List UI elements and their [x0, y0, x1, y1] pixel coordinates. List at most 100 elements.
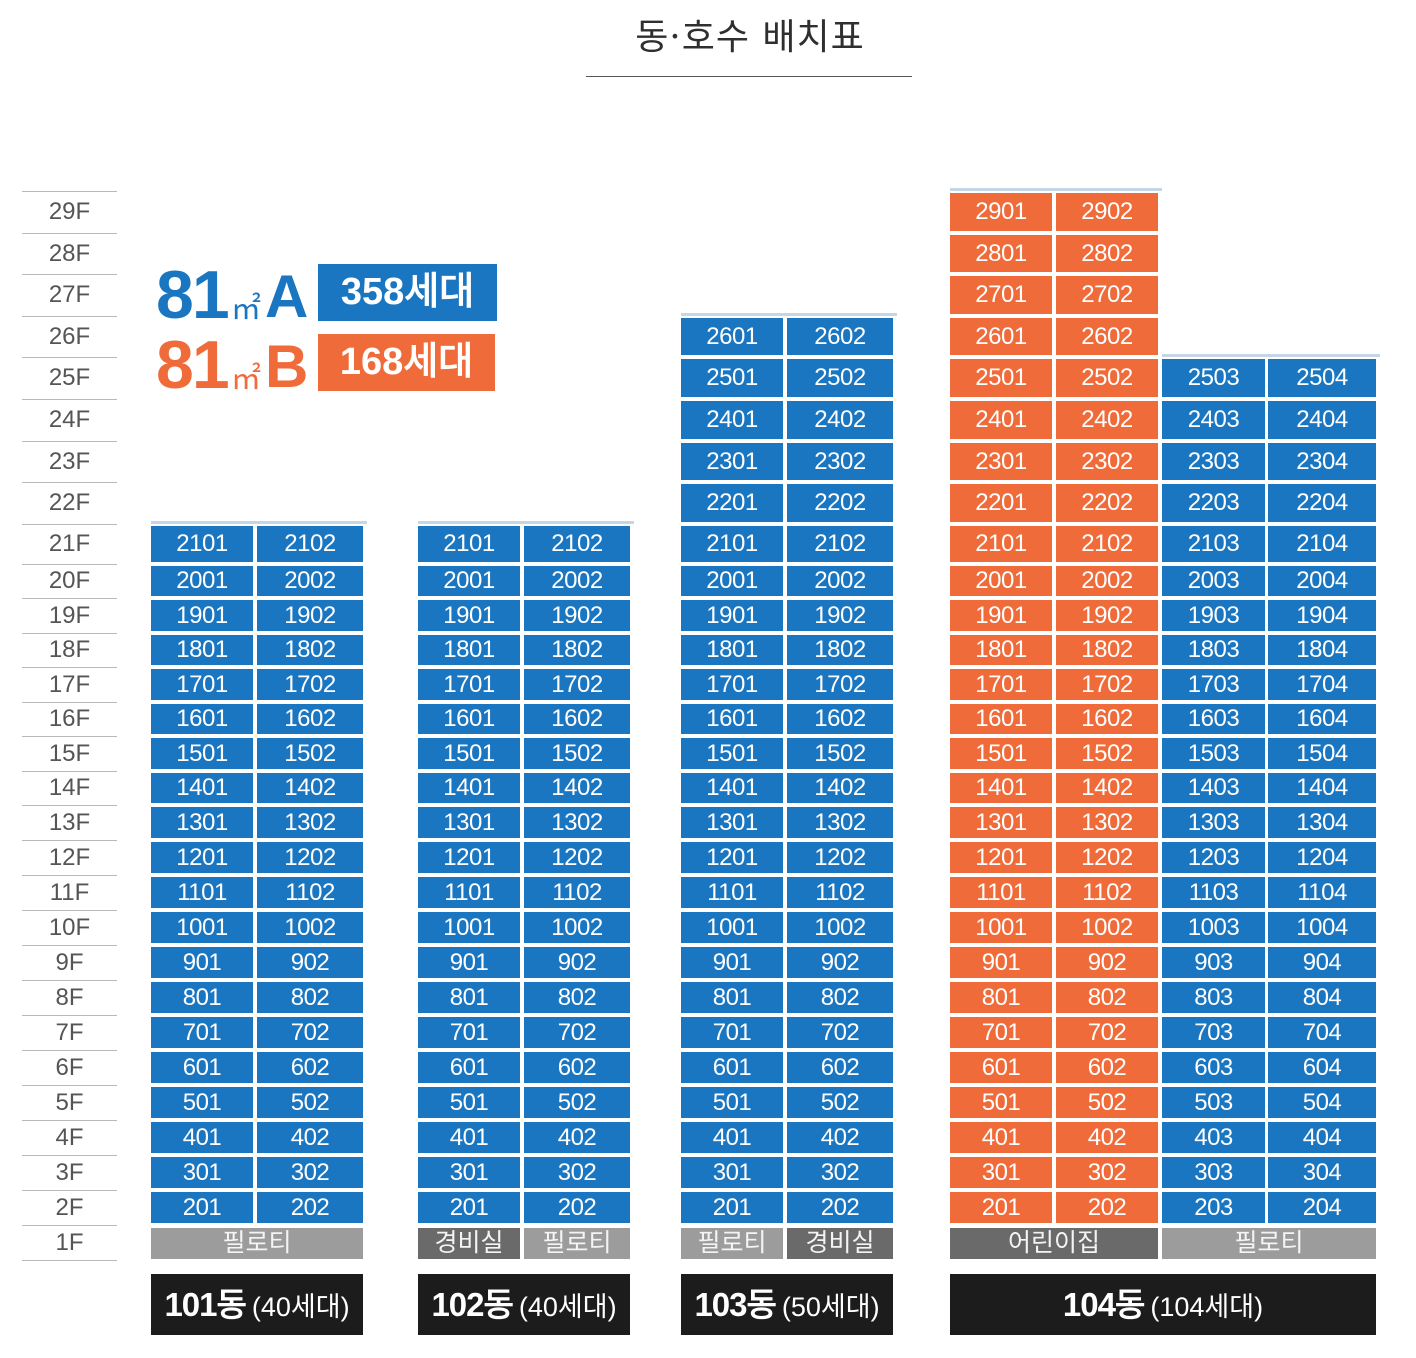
unit-cell[interactable]: 1302 [524, 807, 630, 838]
unit-cell[interactable]: 1402 [257, 773, 363, 803]
unit-cell[interactable]: 1301 [418, 807, 520, 838]
unit-cell[interactable]: 801 [418, 982, 520, 1013]
unit-cell[interactable]: 2501 [950, 359, 1052, 397]
unit-cell[interactable]: 1102 [1056, 877, 1158, 908]
unit-cell[interactable]: 1702 [787, 669, 893, 700]
unit-cell[interactable]: 902 [787, 947, 893, 978]
unit-cell[interactable]: 2203 [1162, 484, 1265, 522]
unit-cell[interactable]: 1301 [151, 807, 253, 838]
unit-cell[interactable]: 2201 [950, 484, 1052, 522]
unit-cell[interactable]: 1102 [524, 877, 630, 908]
unit-cell[interactable]: 2003 [1162, 566, 1265, 596]
unit-cell[interactable]: 2101 [681, 526, 783, 562]
unit-cell[interactable]: 1603 [1162, 704, 1265, 734]
unit-cell[interactable]: 1903 [1162, 600, 1265, 631]
unit-cell[interactable]: 901 [950, 947, 1052, 978]
unit-cell[interactable]: 701 [418, 1017, 520, 1048]
unit-cell[interactable]: 1602 [1056, 704, 1158, 734]
unit-cell[interactable]: 802 [1056, 982, 1158, 1013]
unit-cell[interactable]: 2201 [681, 484, 783, 522]
unit-cell[interactable]: 2004 [1268, 566, 1376, 596]
unit-cell[interactable]: 401 [681, 1122, 783, 1153]
unit-cell[interactable]: 402 [524, 1122, 630, 1153]
unit-cell[interactable]: 1602 [524, 704, 630, 734]
unit-cell[interactable]: 2502 [787, 359, 893, 397]
unit-cell[interactable]: 1101 [418, 877, 520, 908]
unit-cell[interactable]: 1901 [418, 600, 520, 631]
unit-cell[interactable]: 2802 [1056, 235, 1158, 272]
unit-cell[interactable]: 1904 [1268, 600, 1376, 631]
unit-cell[interactable]: 303 [1162, 1157, 1265, 1188]
unit-cell[interactable]: 1103 [1162, 877, 1265, 908]
unit-cell[interactable]: 802 [787, 982, 893, 1013]
unit-cell[interactable]: 1202 [524, 842, 630, 873]
unit-cell[interactable]: 404 [1268, 1122, 1376, 1153]
unit-cell[interactable]: 701 [151, 1017, 253, 1048]
unit-cell[interactable]: 1503 [1162, 738, 1265, 769]
unit-cell[interactable]: 1401 [681, 773, 783, 803]
unit-cell[interactable]: 2002 [1056, 566, 1158, 596]
unit-cell[interactable]: 1702 [1056, 669, 1158, 700]
unit-cell[interactable]: 201 [950, 1192, 1052, 1223]
unit-cell[interactable]: 601 [681, 1052, 783, 1083]
unit-cell[interactable]: 1502 [1056, 738, 1158, 769]
unit-cell[interactable]: 501 [418, 1087, 520, 1118]
unit-cell[interactable]: 1701 [151, 669, 253, 700]
unit-cell[interactable]: 2901 [950, 193, 1052, 231]
unit-cell[interactable]: 803 [1162, 982, 1265, 1013]
unit-cell[interactable]: 1902 [524, 600, 630, 631]
unit-cell[interactable]: 1703 [1162, 669, 1265, 700]
unit-cell[interactable]: 1602 [257, 704, 363, 734]
unit-cell[interactable]: 2002 [257, 566, 363, 596]
unit-cell[interactable]: 1102 [257, 877, 363, 908]
unit-cell[interactable]: 1902 [257, 600, 363, 631]
unit-cell[interactable]: 1202 [1056, 842, 1158, 873]
unit-cell[interactable]: 1802 [524, 635, 630, 665]
unit-cell[interactable]: 1604 [1268, 704, 1376, 734]
unit-cell[interactable]: 2402 [1056, 401, 1158, 439]
unit-cell[interactable]: 2601 [681, 318, 783, 355]
unit-cell[interactable]: 202 [257, 1192, 363, 1223]
unit-cell[interactable]: 804 [1268, 982, 1376, 1013]
unit-cell[interactable]: 1301 [950, 807, 1052, 838]
unit-cell[interactable]: 1002 [787, 912, 893, 943]
unit-cell[interactable]: 502 [787, 1087, 893, 1118]
unit-cell[interactable]: 1601 [418, 704, 520, 734]
unit-cell[interactable]: 1202 [787, 842, 893, 873]
unit-cell[interactable]: 2204 [1268, 484, 1376, 522]
unit-cell[interactable]: 2402 [787, 401, 893, 439]
unit-cell[interactable]: 1002 [257, 912, 363, 943]
unit-cell[interactable]: 1403 [1162, 773, 1265, 803]
unit-cell[interactable]: 2102 [524, 526, 630, 562]
unit-cell[interactable]: 1801 [151, 635, 253, 665]
unit-cell[interactable]: 1301 [681, 807, 783, 838]
unit-cell[interactable]: 801 [151, 982, 253, 1013]
unit-cell[interactable]: 2104 [1268, 526, 1376, 562]
unit-cell[interactable]: 602 [257, 1052, 363, 1083]
unit-cell[interactable]: 2601 [950, 318, 1052, 355]
unit-cell[interactable]: 1601 [681, 704, 783, 734]
unit-cell[interactable]: 502 [257, 1087, 363, 1118]
unit-cell[interactable]: 1401 [950, 773, 1052, 803]
unit-cell[interactable]: 1602 [787, 704, 893, 734]
unit-cell[interactable]: 503 [1162, 1087, 1265, 1118]
unit-cell[interactable]: 2002 [787, 566, 893, 596]
unit-cell[interactable]: 2301 [681, 443, 783, 480]
unit-cell[interactable]: 2602 [1056, 318, 1158, 355]
unit-cell[interactable]: 402 [787, 1122, 893, 1153]
unit-cell[interactable]: 2401 [681, 401, 783, 439]
unit-cell[interactable]: 203 [1162, 1192, 1265, 1223]
unit-cell[interactable]: 402 [257, 1122, 363, 1153]
unit-cell[interactable]: 302 [787, 1157, 893, 1188]
unit-cell[interactable]: 601 [950, 1052, 1052, 1083]
unit-cell[interactable]: 1501 [418, 738, 520, 769]
unit-cell[interactable]: 301 [950, 1157, 1052, 1188]
unit-cell[interactable]: 2001 [418, 566, 520, 596]
unit-cell[interactable]: 702 [257, 1017, 363, 1048]
unit-cell[interactable]: 1704 [1268, 669, 1376, 700]
unit-cell[interactable]: 2101 [950, 526, 1052, 562]
unit-cell[interactable]: 1101 [681, 877, 783, 908]
unit-cell[interactable]: 2103 [1162, 526, 1265, 562]
unit-cell[interactable]: 1902 [787, 600, 893, 631]
unit-cell[interactable]: 1003 [1162, 912, 1265, 943]
